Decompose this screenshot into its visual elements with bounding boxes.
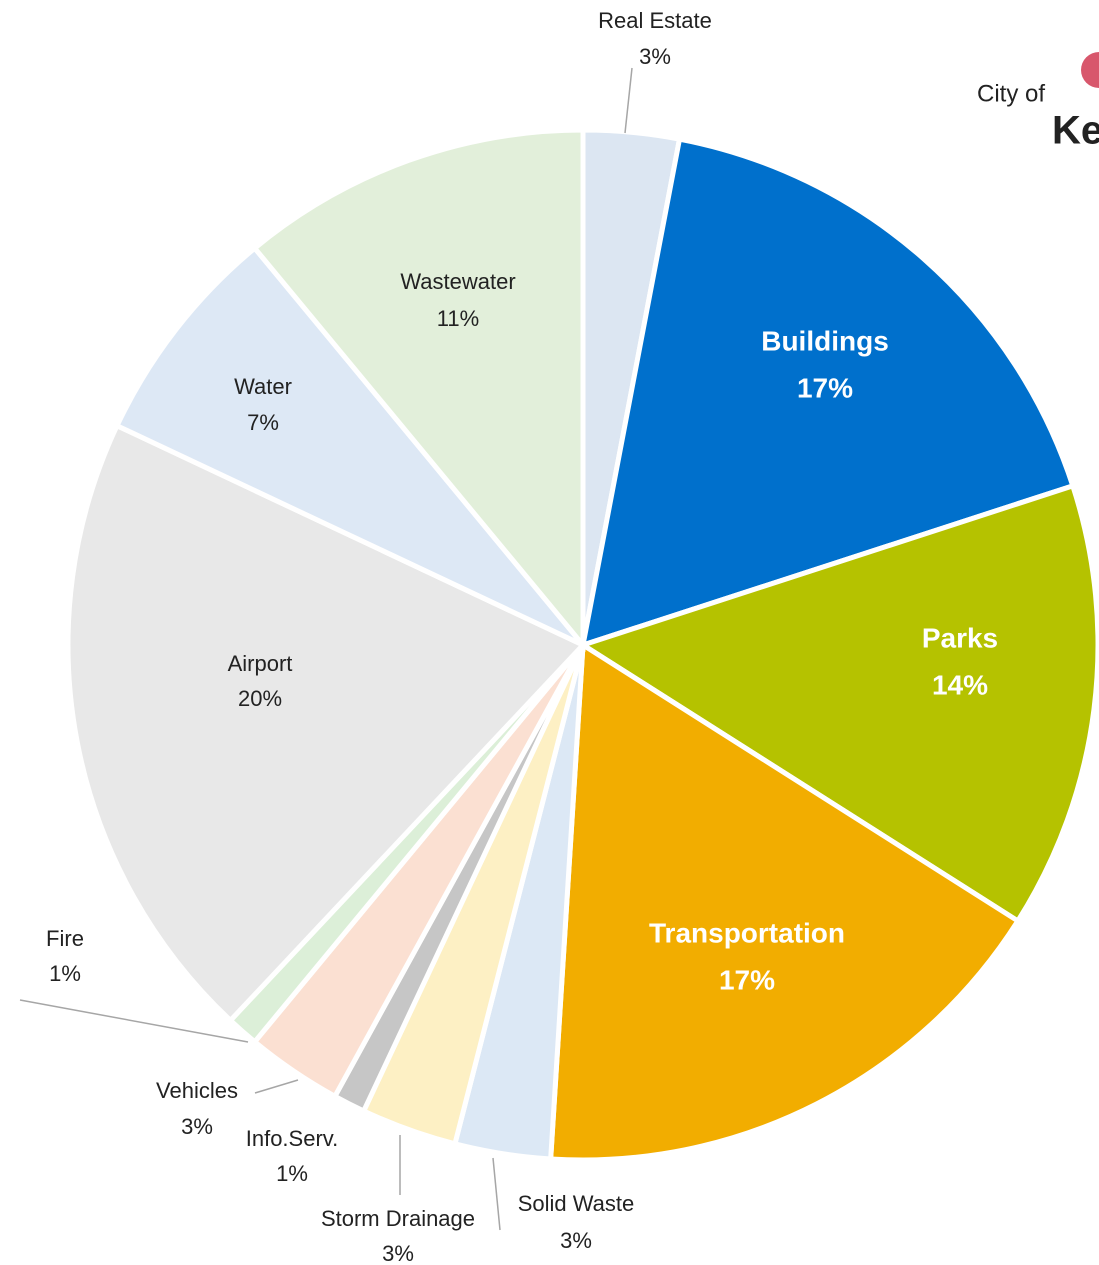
slice-label: Buildings <box>761 325 889 356</box>
pie-slice <box>65 422 588 1024</box>
logo: City of Kelo <box>977 52 1099 153</box>
leader-line <box>624 67 633 134</box>
value-label: 3% <box>181 1114 213 1139</box>
logo-text: City of <box>977 80 1045 107</box>
slice-label: Info.Serv. <box>246 1126 339 1151</box>
slice-label: Vehicles <box>156 1078 238 1103</box>
leader-line <box>254 1079 299 1094</box>
value-label: 1% <box>276 1161 308 1186</box>
value-label: 14% <box>932 669 988 700</box>
slice-label: Real Estate <box>598 8 712 33</box>
slice-label: Parks <box>922 622 998 653</box>
slice-label: Transportation <box>649 917 845 948</box>
value-label: 1% <box>49 961 81 986</box>
leader-line <box>492 1157 501 1231</box>
slice-label: Solid Waste <box>518 1191 635 1216</box>
pie-slice <box>251 127 586 652</box>
value-label: 3% <box>382 1241 414 1265</box>
logo-text: Kelo <box>1052 109 1099 153</box>
value-label: 3% <box>639 44 671 69</box>
leader-line <box>19 999 249 1043</box>
logo-icon <box>1081 52 1099 88</box>
pie-slice <box>113 244 585 648</box>
pie-slice <box>579 136 1076 649</box>
value-label: 7% <box>247 410 279 435</box>
slice-label: Airport <box>228 651 293 676</box>
value-label: 20% <box>238 686 282 711</box>
value-label: 3% <box>560 1228 592 1253</box>
pie-slice <box>548 640 1022 1163</box>
value-label: 17% <box>797 372 853 403</box>
slice-label: Fire <box>46 926 84 951</box>
slice-label: Storm Drainage <box>321 1206 475 1231</box>
value-label: 11% <box>437 306 479 331</box>
pie-slice <box>577 482 1099 925</box>
slice-label: Water <box>234 374 292 399</box>
slice-label: Wastewater <box>400 269 515 294</box>
value-label: 17% <box>719 964 775 995</box>
